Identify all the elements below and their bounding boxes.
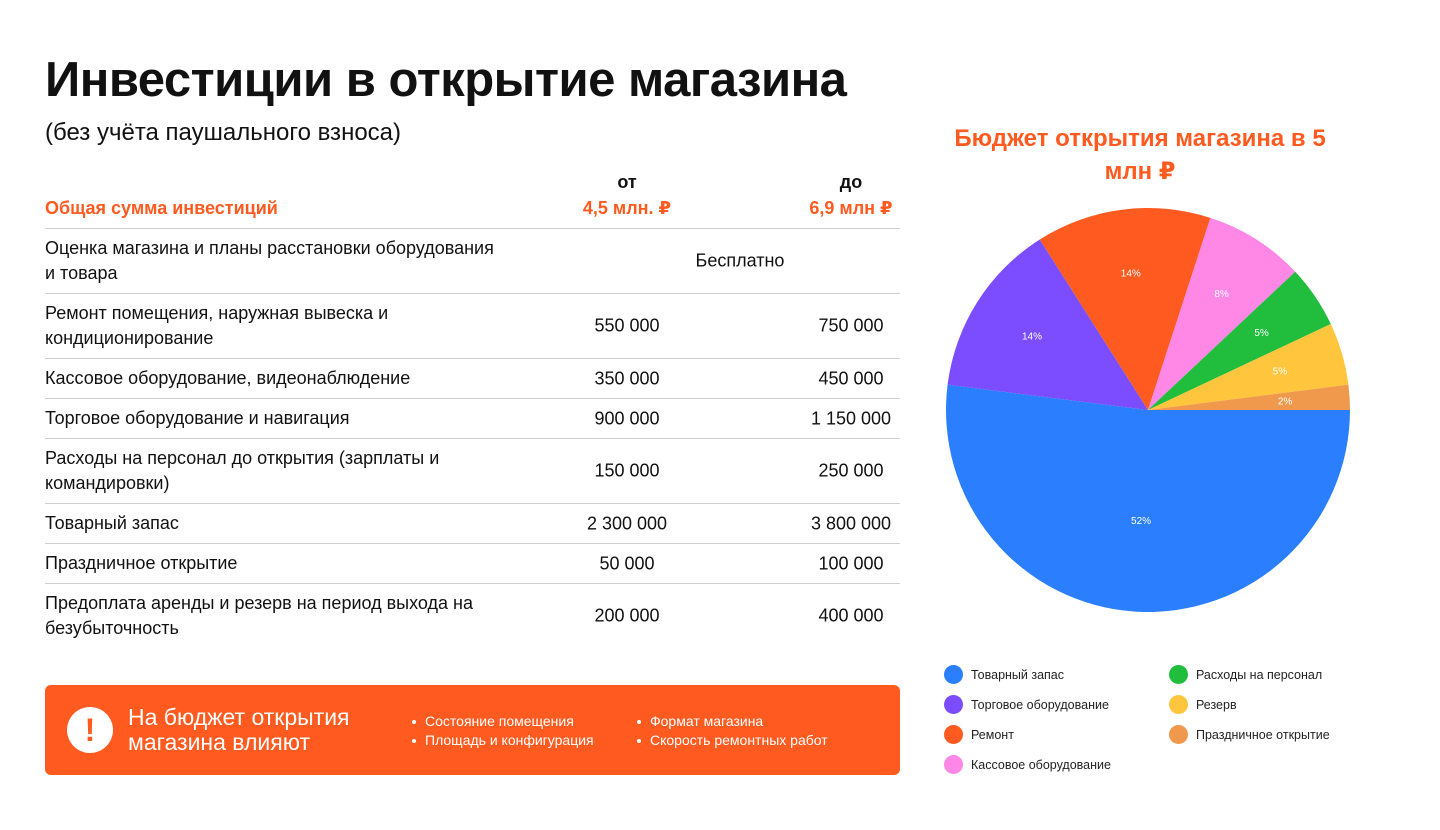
row-label: Торговое оборудование и навигация [45, 408, 350, 428]
table-row: Товарный запас 2 300 000 3 800 000 [45, 504, 900, 544]
page-title: Инвестиции в открытие магазина [45, 53, 847, 107]
banner-bullet: Формат магазина [637, 712, 828, 731]
row-label: Оценка магазина и планы расстановки обор… [45, 238, 494, 283]
table-row: Ремонт помещения, наружная вывеска и кон… [45, 294, 900, 359]
column-header-to: до [839, 172, 863, 192]
table-row: Расходы на персонал до открытия (зарплат… [45, 439, 900, 504]
table-row: Праздничное открытие 50 000 100 000 [45, 544, 900, 584]
pie-slice [1039, 208, 1211, 410]
legend-label: Ремонт [971, 727, 1014, 742]
banner-title: На бюджет открытия магазина влияют [128, 704, 350, 755]
total-to: 6,9 млн ₽ [809, 198, 893, 218]
row-from: 350 000 [594, 368, 660, 388]
pie-slice [1148, 323, 1349, 410]
legend-label: Расходы на персонал [1196, 667, 1323, 682]
legend-swatch [944, 695, 963, 714]
row-label: Праздничное открытие [45, 553, 238, 573]
slice-label: 8% [1214, 289, 1229, 300]
total-from: 4,5 млн. ₽ [582, 198, 672, 218]
legend-item: Праздничное открытие [1169, 725, 1330, 744]
table-row: Кассовое оборудование, видеонаблюдение 3… [45, 359, 900, 399]
legend-label: Резерв [1196, 697, 1237, 712]
table-row: Оценка магазина и планы расстановки обор… [45, 229, 900, 294]
legend-label: Кассовое оборудование [971, 757, 1111, 772]
column-header-from: от [617, 172, 637, 192]
page-subtitle: (без учёта паушального взноса) [45, 119, 402, 146]
slice-label: 52% [1131, 516, 1151, 527]
row-from: 50 000 [599, 553, 655, 573]
banner-bullet: Скорость ремонтных работ [637, 731, 828, 750]
legend-item: Торговое оборудование [944, 695, 1109, 714]
slice-label: 2% [1278, 396, 1293, 407]
table-row: Торговое оборудование и навигация 900 00… [45, 399, 900, 439]
exclamation-icon: ! [67, 707, 113, 753]
banner-bullet: Состояние помещения [412, 712, 594, 731]
row-label: Товарный запас [45, 513, 179, 533]
row-to: 1 150 000 [810, 408, 892, 428]
row-from: 900 000 [594, 408, 660, 428]
row-free-value: Бесплатно [695, 250, 785, 271]
row-to: 3 800 000 [810, 513, 892, 533]
legend-swatch [1169, 695, 1188, 714]
table-row: Предоплата аренды и резерв на период вых… [45, 584, 900, 648]
row-to: 250 000 [818, 460, 884, 481]
chart-legend: Товарный запас Торговое оборудование Ремон… [944, 665, 1384, 790]
slice-label: 14% [1022, 331, 1042, 342]
pie-chart: 52% 14% 14% 8% 5% 5% 2% [946, 208, 1350, 612]
legend-item: Резерв [1169, 695, 1237, 714]
row-label: Предоплата аренды и резерв на период вых… [45, 593, 474, 638]
legend-swatch [944, 755, 963, 774]
investment-table: от до Общая сумма инвестиций 4,5 млн. ₽ … [45, 170, 900, 648]
legend-item: Товарный запас [944, 665, 1064, 684]
slice-label: 14% [1121, 269, 1141, 280]
legend-label: Товарный запас [971, 667, 1065, 682]
legend-label: Торговое оборудование [971, 697, 1109, 712]
row-to: 400 000 [818, 605, 884, 626]
pie-slice [946, 384, 1350, 612]
legend-swatch [944, 665, 963, 684]
legend-item: Кассовое оборудование [944, 755, 1111, 774]
exclamation-glyph: ! [84, 712, 96, 748]
legend-swatch [944, 725, 963, 744]
legend-item: Расходы на персонал [1169, 665, 1322, 684]
legend-swatch [1169, 725, 1188, 744]
pie-slice [947, 239, 1148, 410]
row-to: 100 000 [818, 553, 884, 573]
row-label: Расходы на персонал до открытия (зарплат… [45, 448, 440, 493]
slice-label: 5% [1273, 367, 1288, 378]
table-header: от до Общая сумма инвестиций 4,5 млн. ₽ … [45, 170, 900, 229]
total-label: Общая сумма инвестиций [45, 198, 278, 218]
row-label: Кассовое оборудование, видеонаблюдение [45, 368, 411, 388]
slice-label: 5% [1254, 328, 1269, 339]
legend-label: Праздничное открытие [1196, 727, 1330, 742]
row-from: 550 000 [594, 315, 660, 336]
row-to: 750 000 [818, 315, 884, 336]
legend-item: Ремонт [944, 725, 1014, 744]
row-from: 150 000 [594, 460, 660, 481]
row-label: Ремонт помещения, наружная вывеска и кон… [45, 303, 389, 348]
banner-bullet: Площадь и конфигурация [412, 731, 594, 750]
banner-bullets-col2: Формат магазина Скорость ремонтных работ [637, 712, 828, 750]
pie-slice [1148, 271, 1331, 410]
legend-swatch [1169, 665, 1188, 684]
pie-slice [1148, 384, 1350, 410]
banner-bullets-col1: Состояние помещения Площадь и конфигурац… [412, 712, 594, 750]
row-to: 450 000 [818, 368, 884, 388]
row-from: 200 000 [594, 605, 660, 626]
chart-title: Бюджет открытия магазина в 5 млн ₽ [954, 125, 1326, 185]
budget-factors-banner: ! На бюджет открытия магазина влияют Сос… [45, 685, 900, 775]
row-from: 2 300 000 [586, 513, 668, 533]
pie-slice [1148, 217, 1296, 410]
